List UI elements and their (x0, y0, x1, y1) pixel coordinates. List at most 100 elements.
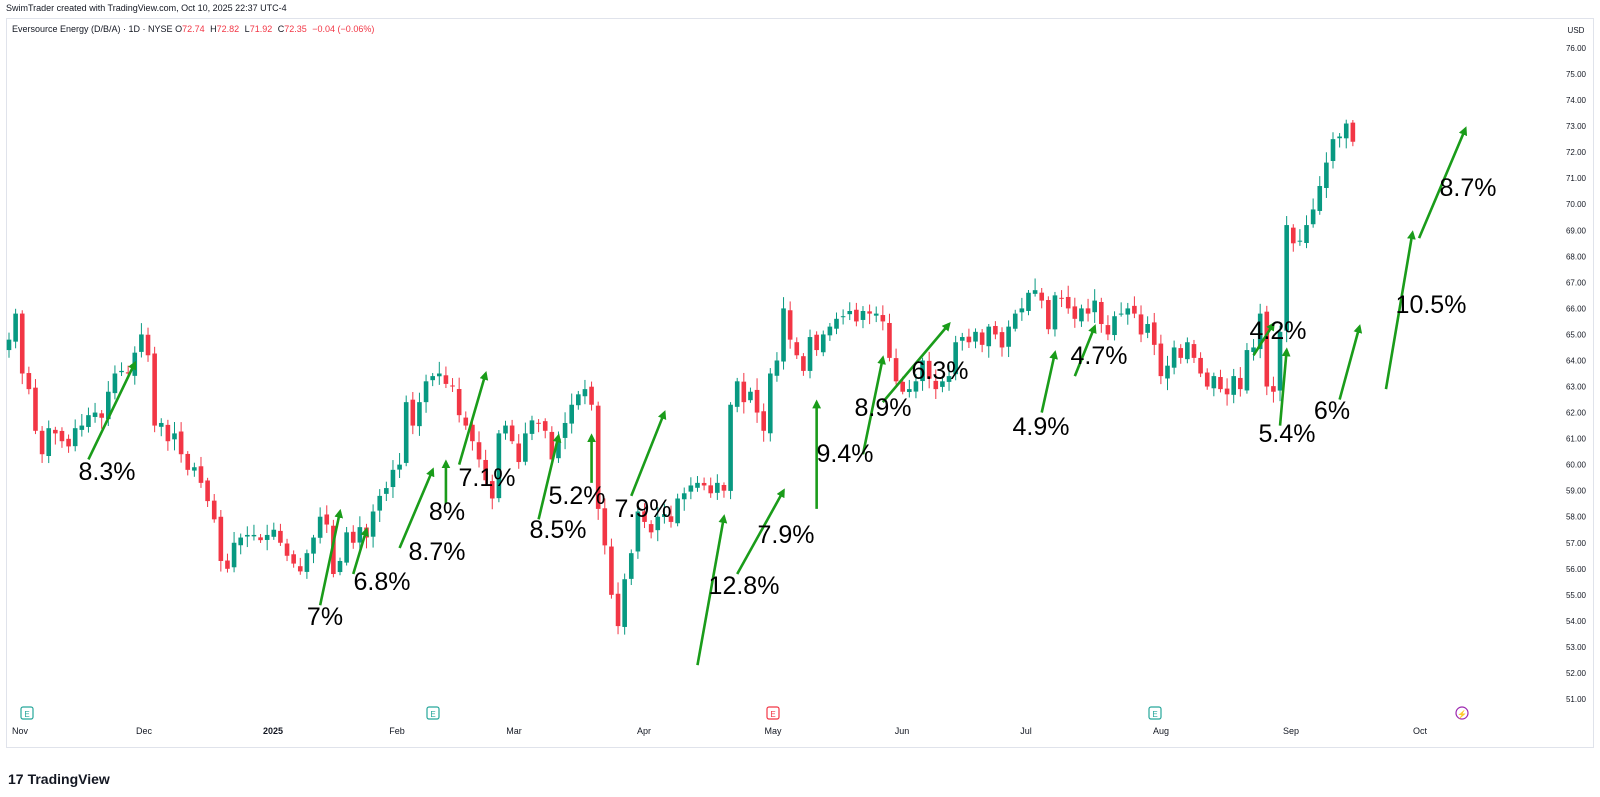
candle-body (907, 389, 912, 392)
candle-body (384, 488, 389, 494)
candle (483, 449, 488, 485)
trend-arrow (1040, 350, 1058, 413)
candle (417, 392, 422, 436)
candle (768, 368, 773, 442)
candle-body (1324, 162, 1329, 188)
candle (847, 302, 853, 321)
candle-body (125, 372, 131, 374)
candle (410, 392, 416, 435)
candle-body (1297, 240, 1303, 242)
candle-body (390, 469, 396, 488)
candle (1198, 352, 1203, 378)
candle-body (893, 358, 899, 382)
candle-body (807, 337, 813, 371)
candle-body (13, 313, 18, 342)
candle (1085, 298, 1091, 322)
candle (337, 557, 343, 576)
candle (456, 377, 462, 423)
candle (390, 460, 396, 498)
x-tick-label: Dec (136, 726, 153, 736)
candle (1310, 198, 1316, 228)
candle-body (218, 516, 224, 561)
candle-body (1079, 308, 1084, 322)
candle-body (172, 433, 177, 440)
candle (1118, 302, 1124, 317)
candle (185, 451, 191, 476)
candle-body (53, 429, 58, 434)
candle-body (688, 485, 694, 492)
x-tick-label: May (764, 726, 782, 736)
candle (708, 477, 714, 498)
candle-body (483, 459, 488, 481)
arrows-layer (87, 126, 1468, 666)
candle-body (1238, 377, 1243, 390)
event-marker: E (426, 706, 440, 720)
candle-body (979, 332, 985, 345)
percent-annotation: 8.7% (409, 538, 466, 566)
candle (887, 313, 892, 362)
percent-annotation: 12.8% (709, 572, 780, 600)
x-tick-label: Oct (1413, 726, 1428, 736)
candle (1304, 215, 1309, 249)
candle-body (635, 511, 641, 552)
candle-body (377, 495, 383, 511)
candle (291, 550, 296, 568)
candle-body (112, 373, 118, 394)
candle (1046, 296, 1051, 335)
candle-body (1178, 348, 1184, 358)
candle (503, 420, 508, 440)
y-tick-label: 73.00 (1566, 122, 1587, 131)
candle-body (999, 332, 1005, 348)
candle (642, 503, 647, 529)
candle-body (794, 342, 800, 356)
candle (112, 365, 118, 400)
candle-body (1039, 292, 1045, 301)
tradingview-logo[interactable]: 17 TradingView (8, 771, 110, 787)
candle-body (827, 326, 833, 336)
candle (1324, 152, 1329, 198)
symbol-legend: Eversource Energy (D/B/A) · 1D · NYSE O7… (12, 24, 377, 34)
open-value: 72.74 (182, 24, 205, 34)
x-tick-label: Jun (895, 726, 910, 736)
candle (668, 505, 674, 528)
candle (152, 346, 157, 433)
candle (437, 361, 442, 385)
candle-body (410, 399, 416, 426)
trend-arrow (1278, 347, 1291, 426)
candle-body (1191, 344, 1197, 358)
candle (1277, 325, 1283, 402)
candle (6, 332, 12, 358)
candle-body (549, 431, 555, 460)
candle (324, 505, 330, 533)
candle (576, 390, 581, 410)
candle (1204, 368, 1210, 390)
candle-body (1204, 372, 1210, 387)
candle (509, 419, 515, 445)
candle-body (589, 386, 594, 405)
candle (721, 482, 727, 498)
candle (933, 369, 939, 400)
candle (119, 362, 124, 376)
candle (1337, 133, 1342, 148)
candle-body (66, 438, 71, 447)
candle (986, 323, 992, 358)
candle-body (595, 405, 601, 509)
y-tick-label: 64.00 (1566, 356, 1587, 365)
candle-body (463, 417, 469, 426)
candle (953, 335, 958, 381)
candle (231, 531, 237, 573)
candle-body (456, 389, 462, 416)
candle-body (311, 537, 316, 554)
candle (443, 366, 449, 389)
x-tick-label: 2025 (263, 726, 283, 736)
candle (218, 510, 224, 572)
candle (205, 477, 210, 507)
candle-body (139, 334, 144, 352)
candle-body (231, 542, 237, 568)
event-marker: E (1148, 706, 1162, 720)
candle-body (582, 389, 588, 397)
x-tick-label: Mar (506, 726, 522, 736)
y-tick-label: 58.00 (1566, 513, 1587, 522)
candle-body (860, 311, 866, 320)
